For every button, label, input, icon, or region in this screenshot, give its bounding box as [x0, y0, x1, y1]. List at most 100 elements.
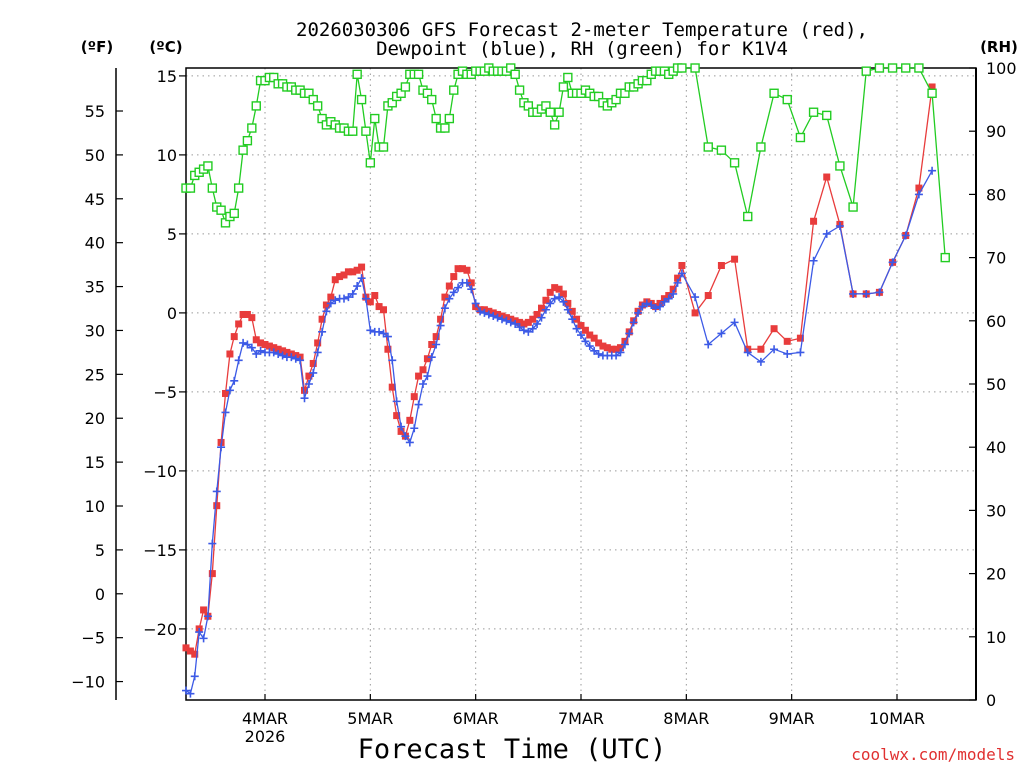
rh-point	[703, 142, 713, 152]
temperature-point	[533, 310, 541, 318]
rh-tick-label: 70	[986, 249, 1006, 268]
dewpoint-point	[888, 258, 897, 267]
dewpoint-point	[642, 299, 651, 308]
temperature-point	[182, 644, 190, 652]
rh-point	[901, 63, 911, 73]
temperature-point	[568, 307, 576, 315]
dewpoint-point	[195, 628, 204, 637]
dewpoint-point	[515, 323, 524, 332]
dewpoint-point	[651, 304, 660, 313]
rh-point	[251, 101, 261, 111]
dewpoint-point	[616, 348, 625, 357]
fahrenheit-tick-label: 55	[85, 102, 105, 121]
rh-point	[444, 113, 455, 124]
dewpoint-point	[638, 302, 647, 311]
gridlines	[186, 68, 976, 700]
rh-point	[216, 205, 226, 215]
temperature-point	[274, 345, 282, 353]
dewpoint-point	[405, 438, 414, 447]
celsius-tick-label: −10	[143, 462, 177, 481]
dewpoint-point	[230, 376, 239, 385]
rh-point	[510, 69, 520, 80]
temperature-point	[520, 320, 528, 328]
rh-point	[378, 142, 389, 152]
temperature-point	[257, 339, 265, 347]
dewpoint-point	[541, 305, 550, 314]
series-line-temperature	[185, 86, 933, 656]
temperature-point	[248, 314, 256, 322]
dewpoint-point	[313, 348, 322, 357]
rh-point	[207, 183, 218, 193]
chart-title-line-1: 2026030306 GFS Forecast 2-meter Temperat…	[296, 19, 868, 41]
temperature-point	[459, 265, 466, 273]
dewpoint-point	[190, 672, 199, 681]
dewpoint-point	[454, 283, 463, 292]
dewpoint-point	[256, 346, 265, 355]
dewpoint-point	[612, 351, 621, 360]
temperature-point	[235, 320, 243, 328]
rh-tick-label: 90	[986, 122, 1006, 141]
temperature-point	[406, 416, 414, 424]
temperature-point	[586, 331, 594, 339]
temperature-point	[305, 372, 313, 380]
dewpoint-point	[796, 348, 805, 357]
rh-point	[370, 113, 380, 124]
dewpoint-point	[677, 269, 686, 278]
dewpoint-point	[203, 612, 212, 621]
rh-tick-label: 40	[986, 438, 1006, 457]
dewpoint-point	[379, 329, 388, 338]
temperature-point	[371, 292, 379, 300]
rh-point	[400, 82, 411, 92]
dewpoint-point	[770, 345, 779, 354]
dewpoint-point	[914, 190, 923, 199]
temperature-point	[428, 341, 436, 348]
rh-point	[348, 126, 358, 136]
temperature-point	[678, 262, 686, 269]
dewpoint-point	[594, 349, 603, 358]
dewpoint-point	[383, 332, 392, 341]
dewpoint-point	[506, 318, 515, 327]
dewpoint-point	[440, 304, 449, 313]
dewpoint-point	[756, 357, 765, 366]
rh-point	[808, 107, 819, 117]
rh-point	[769, 88, 779, 98]
temperature-point	[213, 502, 221, 510]
temperature-point	[691, 309, 699, 317]
time-tick-label: 10MAR	[869, 709, 925, 728]
temperature-point	[380, 306, 387, 314]
temperature-point	[669, 285, 677, 293]
fahrenheit-tick-label: 15	[85, 453, 105, 472]
rh-point	[449, 85, 459, 95]
temperature-point	[283, 348, 291, 356]
rh-tick-label: 10	[986, 628, 1006, 647]
rh-point	[729, 158, 740, 168]
rh-point	[690, 63, 700, 73]
dewpoint-point	[287, 353, 296, 362]
dewpoint-point	[489, 312, 498, 321]
dewpoint-point	[300, 394, 309, 403]
temperature-point	[915, 184, 923, 192]
dewpoint-point	[353, 282, 362, 291]
temperature-point	[542, 296, 550, 304]
fahrenheit-tick-label: 10	[85, 497, 105, 516]
dewpoint-point	[849, 289, 858, 298]
temperature-point	[353, 266, 361, 274]
dewpoint-point	[928, 166, 937, 175]
temperature-point	[555, 285, 563, 293]
time-tick-label: 9MAR	[769, 709, 815, 728]
temperature-point	[375, 303, 383, 311]
dewpoint-point	[471, 299, 480, 308]
dewpoint-point	[182, 686, 190, 695]
temperature-point	[309, 359, 317, 367]
temperature-point	[226, 350, 234, 358]
dewpoint-point	[647, 301, 656, 309]
dewpoint-point	[388, 356, 397, 365]
dewpoint-point	[436, 321, 445, 330]
dewpoint-point	[432, 340, 441, 349]
celsius-axis: 15 10 5 0 −5 −10 −15 −20	[143, 67, 186, 639]
celsius-tick-label: 5	[167, 225, 177, 244]
dewpoint-point	[423, 372, 432, 381]
dewpoint-point	[357, 274, 366, 283]
fahrenheit-unit-label: (ºF)	[81, 38, 113, 56]
